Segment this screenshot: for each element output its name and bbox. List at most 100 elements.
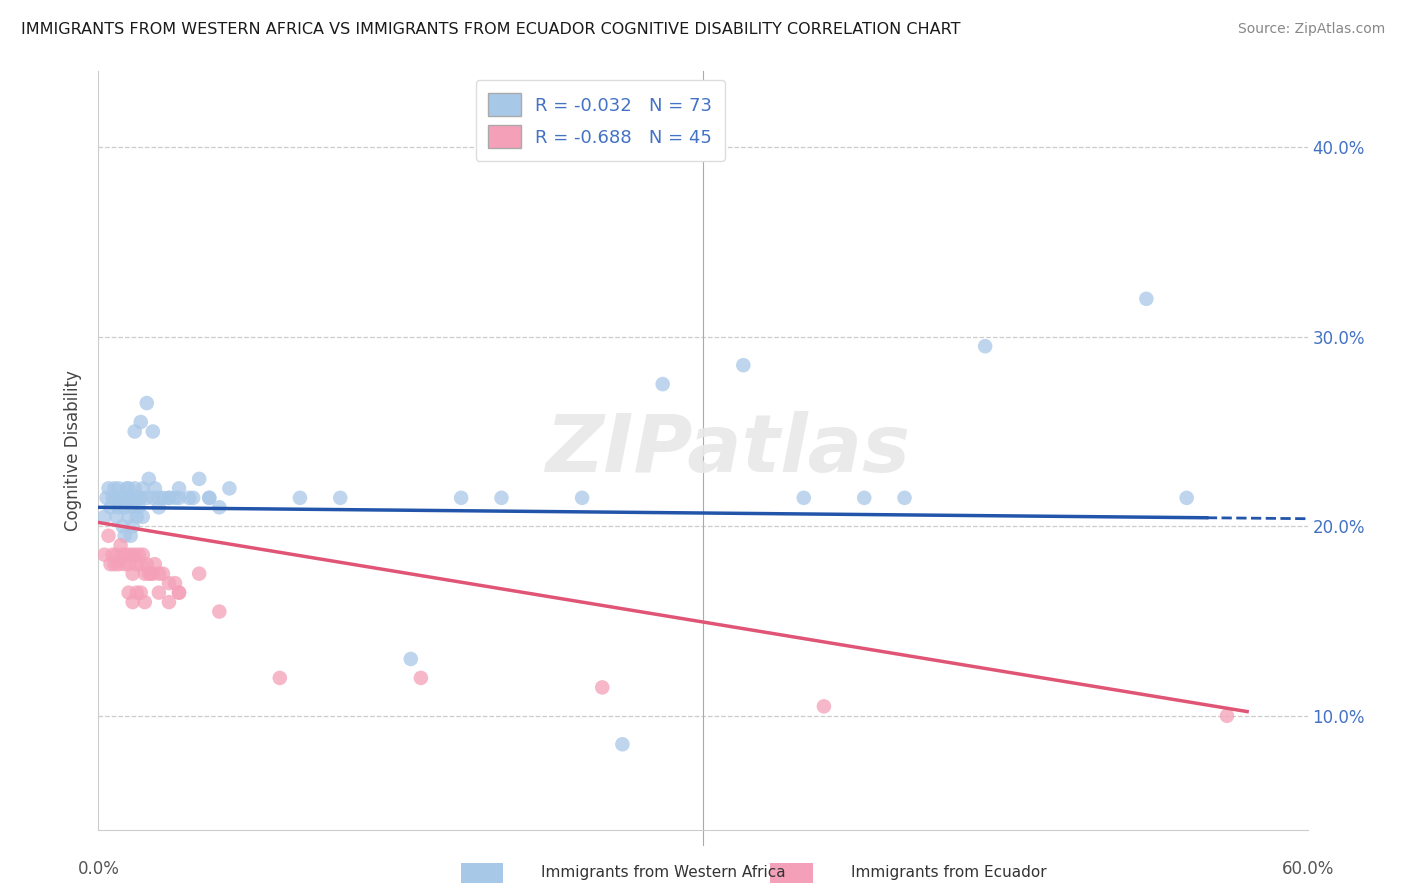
Point (118, 482, 141, 496)
Point (107, 482, 129, 496)
Text: ZIPatlas: ZIPatlas (544, 411, 910, 490)
Point (148, 491, 170, 505)
Point (409, 671, 432, 685)
Point (121, 500, 143, 515)
Point (152, 566, 174, 581)
Point (1175, 491, 1198, 505)
Point (143, 557, 166, 572)
Point (269, 671, 291, 685)
Point (893, 491, 915, 505)
Point (853, 491, 876, 505)
Point (733, 358, 755, 372)
Y-axis label: Cognitive Disability: Cognitive Disability (65, 370, 83, 531)
Point (114, 557, 136, 572)
Point (138, 566, 160, 581)
Point (571, 491, 593, 505)
Point (125, 585, 148, 599)
Point (218, 482, 240, 496)
Point (198, 491, 221, 505)
Point (167, 585, 190, 599)
Text: Immigrants from Ecuador: Immigrants from Ecuador (851, 865, 1046, 880)
Point (198, 491, 221, 505)
Point (110, 538, 132, 552)
Text: IMMIGRANTS FROM WESTERN AFRICA VS IMMIGRANTS FROM ECUADOR COGNITIVE DISABILITY C: IMMIGRANTS FROM WESTERN AFRICA VS IMMIGR… (21, 22, 960, 37)
Point (163, 491, 186, 505)
Point (101, 491, 124, 505)
Point (118, 585, 141, 599)
Point (115, 548, 138, 562)
Point (125, 509, 148, 524)
Point (121, 595, 143, 609)
Point (111, 548, 134, 562)
Point (135, 396, 157, 410)
Point (152, 491, 174, 505)
Point (96, 491, 118, 505)
Point (793, 491, 815, 505)
Point (132, 548, 155, 562)
Point (124, 548, 146, 562)
Point (148, 585, 170, 599)
Point (974, 339, 997, 353)
Point (103, 482, 125, 496)
Point (188, 472, 211, 486)
Point (114, 500, 136, 515)
Point (142, 425, 165, 439)
Point (135, 491, 157, 505)
Point (93, 548, 115, 562)
Point (121, 566, 143, 581)
Point (142, 566, 165, 581)
Point (100, 500, 122, 515)
Point (148, 500, 170, 515)
Point (125, 557, 148, 572)
Point (157, 491, 180, 505)
Point (143, 482, 166, 496)
Point (103, 557, 125, 572)
Point (208, 500, 231, 515)
Point (105, 548, 128, 562)
Point (157, 491, 180, 505)
Point (450, 491, 472, 505)
Point (1216, 708, 1239, 723)
Point (134, 566, 156, 581)
Point (179, 491, 201, 505)
Point (97, 529, 120, 543)
Text: 60.0%: 60.0% (1281, 860, 1334, 878)
Point (100, 557, 122, 572)
Legend: R = -0.032   N = 73, R = -0.688   N = 45: R = -0.032 N = 73, R = -0.688 N = 45 (475, 80, 725, 161)
Point (132, 482, 155, 496)
Point (120, 548, 142, 562)
Point (181, 491, 204, 505)
Point (115, 491, 138, 505)
Text: Immigrants from Western Africa: Immigrants from Western Africa (541, 865, 786, 880)
Point (121, 519, 143, 533)
Point (93, 509, 115, 524)
Point (139, 566, 162, 581)
Point (115, 482, 138, 496)
Point (118, 557, 141, 572)
Point (399, 652, 422, 666)
Point (135, 557, 157, 572)
Point (120, 529, 142, 543)
Point (125, 491, 148, 505)
Point (142, 491, 165, 505)
Point (129, 415, 152, 429)
Point (132, 509, 155, 524)
Point (163, 576, 186, 591)
Point (129, 585, 152, 599)
Point (167, 482, 190, 496)
Point (329, 491, 352, 505)
Point (208, 605, 231, 619)
Point (115, 491, 138, 505)
Point (124, 482, 146, 496)
Point (118, 491, 141, 505)
Point (118, 509, 141, 524)
Point (288, 491, 311, 505)
Point (128, 548, 150, 562)
Point (103, 491, 125, 505)
Point (129, 557, 152, 572)
Point (591, 681, 613, 695)
Point (167, 491, 190, 505)
Point (157, 576, 180, 591)
Point (111, 491, 134, 505)
Point (138, 472, 160, 486)
